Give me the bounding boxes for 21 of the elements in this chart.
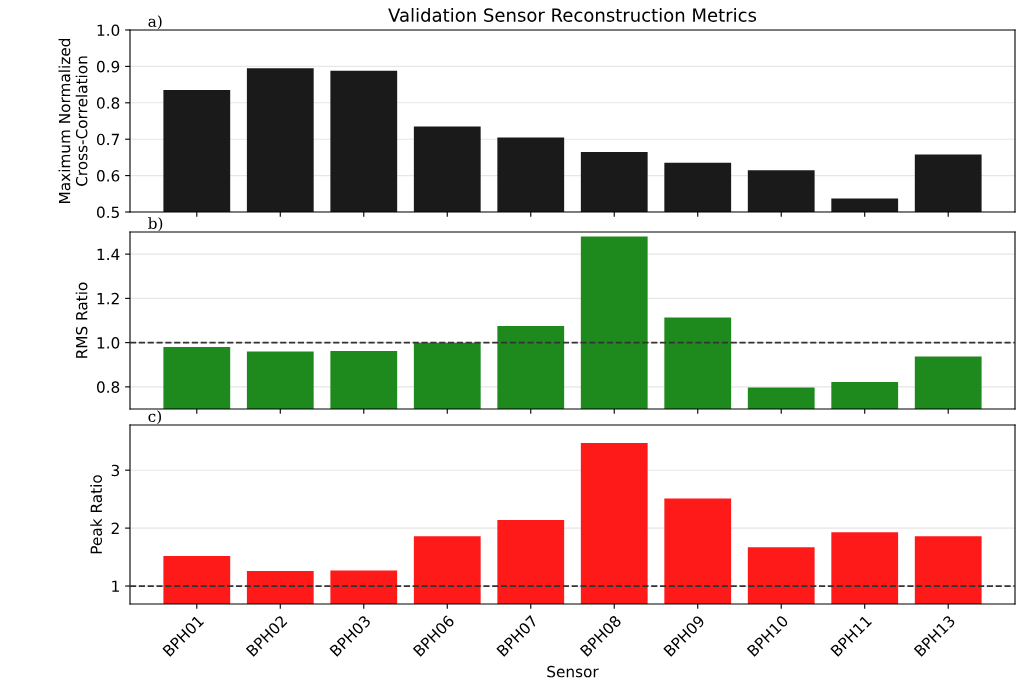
y-tick-label: 0.9 — [96, 60, 120, 73]
y-tick-label: 1.0 — [97, 337, 120, 349]
y-tick-label: 1.4 — [97, 248, 120, 260]
chart-title: Validation Sensor Reconstruction Metrics — [388, 7, 757, 22]
y-axis-title: Maximum Normalized Cross-Correlation — [58, 39, 88, 203]
y-tick-label: 0.8 — [96, 381, 120, 393]
y-tick-label: 0.5 — [96, 206, 119, 219]
y-tick-label: 0.8 — [96, 97, 120, 109]
y-tick-label: 1.0 — [97, 24, 120, 37]
text: c) — [148, 410, 162, 425]
y-axis-title: RMS Ratio — [75, 282, 88, 358]
y-axis-title: Peak Ratio — [90, 475, 103, 554]
text: a) — [148, 15, 162, 30]
x-axis-title: Sensor — [547, 665, 599, 678]
text: b) — [148, 217, 163, 232]
y-tick-label: 3 — [111, 464, 120, 477]
y-tick-label: 0.6 — [96, 170, 120, 182]
y-tick-label: 0.7 — [96, 133, 119, 146]
y-tick-label: 1.2 — [97, 292, 119, 305]
y-tick-label: 2 — [111, 522, 119, 534]
y-tick-label: 1 — [112, 580, 119, 592]
